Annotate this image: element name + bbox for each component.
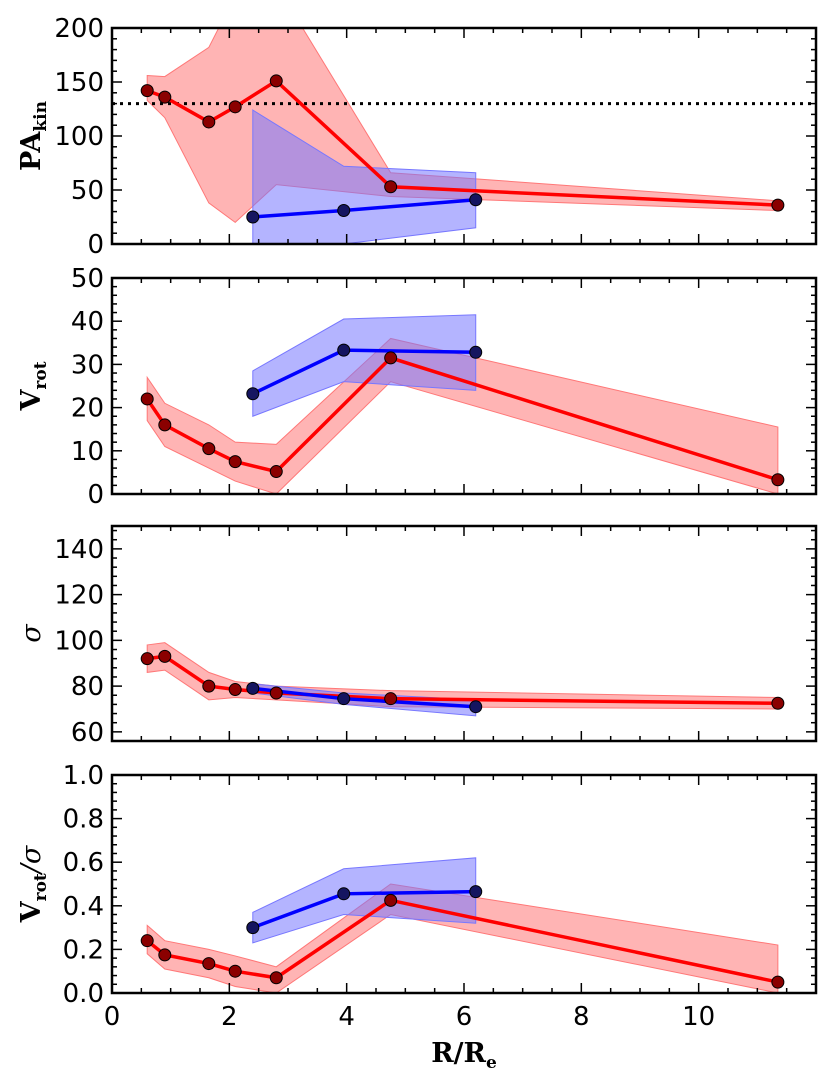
plot-area <box>146 642 779 717</box>
red-data-point <box>158 90 172 104</box>
blue-data-point <box>246 387 260 401</box>
y-tick-label: 100 <box>54 626 104 656</box>
y-tick-label: 0 <box>87 480 104 510</box>
panel-3: 60 80 100 120 140 σ <box>16 524 818 748</box>
y-tick-label: 120 <box>54 581 104 611</box>
y-axis-label: Vrot <box>16 361 51 411</box>
y-tick-label: 50 <box>71 264 104 294</box>
red-data-point <box>140 392 154 406</box>
y-tick-label: 30 <box>71 350 104 380</box>
y-tick-label: 0.8 <box>63 805 104 835</box>
y-tick-label: 1.0 <box>63 761 104 791</box>
x-tick-label: 6 <box>456 1002 473 1032</box>
blue-data-point <box>469 193 483 207</box>
y-tick-label: 60 <box>71 718 104 748</box>
y-tick-label: 0.4 <box>63 892 104 922</box>
blue-data-point <box>337 343 351 357</box>
blue-data-point <box>337 887 351 901</box>
y-axis-label: Vrot/σ <box>16 844 51 923</box>
red-data-point <box>228 455 242 469</box>
red-data-point <box>269 74 283 88</box>
red-data-point <box>140 652 154 666</box>
panel-2: 0 10 20 30 40 50 Vrot <box>16 264 818 510</box>
blue-error-band <box>252 857 477 944</box>
red-data-point <box>384 180 398 194</box>
red-data-point <box>771 696 785 710</box>
y-tick-label: 200 <box>54 14 104 44</box>
y-tick-label: 100 <box>54 122 104 152</box>
blue-data-point <box>246 210 260 224</box>
x-tick-label: 10 <box>682 1002 715 1032</box>
red-data-point <box>158 418 172 432</box>
red-data-point <box>384 893 398 907</box>
y-tick-label: 20 <box>71 394 104 424</box>
blue-data-point <box>469 700 483 714</box>
y-tick-label: 40 <box>71 307 104 337</box>
blue-data-point <box>337 692 351 706</box>
x-tick-label: 2 <box>221 1002 238 1032</box>
blue-error-band <box>252 314 477 417</box>
blue-error-band <box>252 109 477 244</box>
red-data-point <box>771 473 785 487</box>
red-data-point <box>228 100 242 114</box>
red-data-point <box>269 465 283 479</box>
blue-data-point <box>246 681 260 695</box>
x-tick-label: 8 <box>573 1002 590 1032</box>
y-tick-label: 0 <box>87 230 104 260</box>
red-data-point <box>228 683 242 697</box>
red-data-point <box>158 948 172 962</box>
blue-data-point <box>246 921 260 935</box>
y-tick-label: 50 <box>71 176 104 206</box>
red-data-point <box>269 686 283 700</box>
red-data-point <box>384 351 398 365</box>
red-data-point <box>140 934 154 948</box>
red-error-band <box>146 337 779 494</box>
plot-area <box>146 857 779 993</box>
blue-data-point <box>337 204 351 218</box>
red-data-point <box>202 115 216 129</box>
panel-4: 0.0 0.2 0.4 0.6 0.8 1.0 Vrot/σ 0 2 4 6 8 10 R/Re <box>16 761 818 1073</box>
red-data-point <box>228 964 242 978</box>
y-tick-label: 80 <box>71 672 104 702</box>
panel-1: 0 50 100 150 200 PAkin <box>16 14 818 260</box>
y-tick-label: 140 <box>54 535 104 565</box>
y-tick-label: 150 <box>54 68 104 98</box>
y-tick-label: 0.0 <box>63 979 104 1009</box>
red-error-band <box>146 883 779 993</box>
red-data-point <box>384 692 398 706</box>
red-data-point <box>140 84 154 98</box>
x-axis-label: R/Re <box>431 1038 497 1073</box>
y-tick-label: 10 <box>71 437 104 467</box>
y-axis-label: PAkin <box>16 101 51 171</box>
red-data-point <box>202 442 216 456</box>
x-tick-label: 4 <box>338 1002 355 1032</box>
x-tick-label: 0 <box>104 1002 121 1032</box>
red-data-point <box>202 957 216 971</box>
red-data-point <box>771 198 785 212</box>
y-axis-label: σ <box>16 623 47 643</box>
red-data-point <box>269 971 283 985</box>
y-tick-label: 0.6 <box>63 848 104 878</box>
red-data-point <box>202 679 216 693</box>
blue-data-point <box>469 345 483 359</box>
blue-data-point <box>469 885 483 899</box>
y-tick-label: 0.2 <box>63 935 104 965</box>
red-data-point <box>158 649 172 663</box>
plot-area <box>145 314 779 494</box>
red-data-point <box>771 975 785 989</box>
